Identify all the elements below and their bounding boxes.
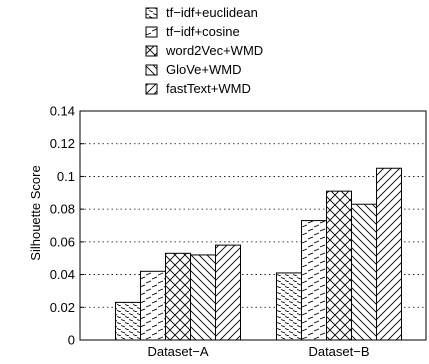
legend-label: tf−idf+euclidean	[166, 5, 258, 20]
y-tick-label: 0.06	[50, 234, 75, 249]
legend-label: tf−idf+cosine	[166, 24, 240, 39]
bar-b-3	[352, 204, 377, 340]
legend-label: GloVe+WMD	[166, 62, 242, 77]
bar-b-0	[277, 273, 302, 340]
y-tick-label: 0.04	[50, 267, 75, 282]
legend-swatch	[146, 46, 157, 56]
y-tick-label: 0.08	[50, 202, 75, 217]
legend-swatch	[146, 8, 157, 18]
bar-a-1	[141, 271, 166, 340]
y-tick-label: 0.12	[50, 136, 75, 151]
legend: tf−idf+euclidean tf−idf+cosine word2Vec+WM…	[146, 5, 263, 96]
legend-swatch	[146, 27, 157, 37]
legend-label: word2Vec+WMD	[165, 43, 263, 58]
bar-a-3	[191, 255, 216, 340]
legend-swatch	[146, 84, 157, 94]
bar-a-2	[166, 253, 191, 340]
y-tick-label: 0.02	[50, 300, 75, 315]
legend-swatch	[146, 65, 157, 75]
bar-b-4	[377, 168, 402, 340]
y-tick-label: 0	[68, 333, 75, 348]
y-tick-label: 0.1	[57, 169, 75, 184]
y-axis-label: Silhouette Score	[28, 165, 43, 260]
bar-b-2	[327, 191, 352, 340]
bar-a-4	[216, 245, 241, 340]
bar-b-1	[302, 221, 327, 340]
legend-label: fastText+WMD	[166, 81, 251, 96]
bar-a-0	[116, 302, 141, 340]
x-tick-label: Dataset−B	[308, 344, 369, 359]
y-tick-label: 0.14	[50, 104, 75, 119]
bars	[116, 168, 402, 340]
x-tick-label: Dataset−A	[147, 344, 208, 359]
